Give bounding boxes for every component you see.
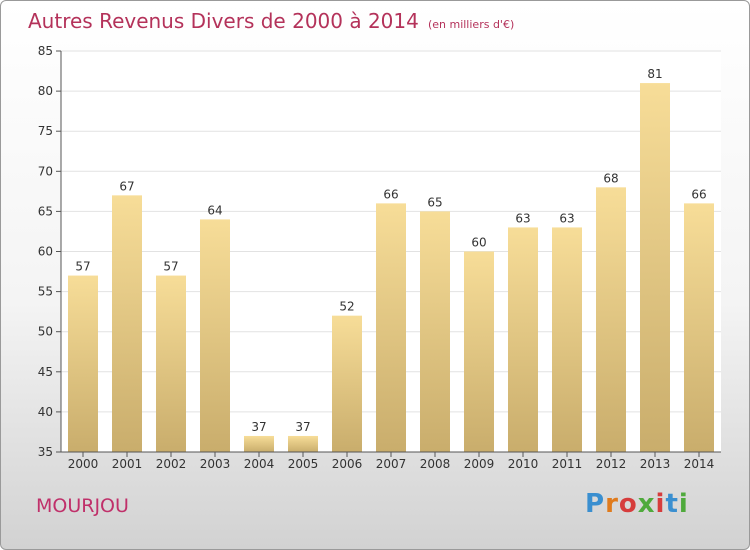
chart-title-line: Autres Revenus Divers de 2000 à 2014 (en… [28, 9, 514, 33]
x-tick-label: 2007 [376, 457, 407, 471]
data-label: 63 [515, 211, 530, 225]
bar [420, 211, 450, 452]
y-tick-label: 50 [38, 325, 53, 339]
bars [68, 83, 714, 453]
data-label: 65 [427, 195, 442, 209]
x-tick-label: 2009 [464, 457, 495, 471]
bar [508, 227, 538, 452]
y-tick-label: 40 [38, 405, 53, 419]
x-tick-label: 2012 [596, 457, 627, 471]
data-label: 63 [559, 211, 574, 225]
bar [376, 203, 406, 452]
x-tick-label: 2010 [508, 457, 539, 471]
data-label: 52 [339, 300, 354, 314]
x-tick-label: 2006 [332, 457, 363, 471]
data-label: 67 [119, 179, 134, 193]
bar [684, 203, 714, 452]
commune-name: MOURJOU [36, 495, 129, 517]
x-tick-label: 2005 [288, 457, 319, 471]
data-label: 60 [471, 236, 486, 250]
data-label: 37 [251, 420, 266, 434]
x-tick-label: 2014 [684, 457, 715, 471]
y-tick-label: 80 [38, 84, 53, 98]
y-tick-label: 65 [38, 204, 53, 218]
bar [596, 187, 626, 452]
x-tick-label: 2002 [156, 457, 187, 471]
x-tick-label: 2003 [200, 457, 231, 471]
data-label: 66 [691, 187, 706, 201]
data-label: 68 [603, 171, 618, 185]
data-label: 64 [207, 203, 222, 217]
data-label: 57 [163, 260, 178, 274]
y-tick-label: 85 [38, 44, 53, 58]
data-label: 81 [647, 67, 662, 81]
x-tick-label: 2004 [244, 457, 275, 471]
y-tick-label: 55 [38, 285, 53, 299]
y-tick-label: 70 [38, 164, 53, 178]
bar [464, 251, 494, 452]
chart-subtitle: (en milliers d'€) [427, 18, 515, 31]
bar [112, 195, 142, 453]
bar [156, 275, 186, 452]
bar [244, 435, 274, 452]
bar [552, 227, 582, 452]
chart-title: Autres Revenus Divers de 2000 à 2014 [28, 9, 419, 33]
bar [68, 275, 98, 452]
x-tick-label: 2008 [420, 457, 451, 471]
x-tick-label: 2001 [112, 457, 143, 471]
y-tick-label: 35 [38, 445, 53, 459]
bar [640, 83, 670, 452]
x-tick-label: 2000 [68, 457, 99, 471]
y-tick-label: 75 [38, 124, 53, 138]
bar [332, 315, 362, 452]
axes: 35 40 45 50 55 60 65 70 75 80 85 2000 2001 2002 2003 20… [38, 44, 721, 471]
proxiti-logo: Proxiti [585, 489, 689, 519]
data-label: 66 [383, 187, 398, 201]
x-tick-label: 2011 [552, 457, 583, 471]
bar [288, 435, 318, 452]
x-tick-label: 2013 [640, 457, 671, 471]
data-label: 37 [295, 420, 310, 434]
y-tick-label: 45 [38, 365, 53, 379]
data-labels: 57 67 57 64 37 37 52 66 65 60 63 63 68 81 66 [75, 67, 706, 434]
y-tick-label: 60 [38, 245, 53, 259]
bar [200, 219, 230, 452]
data-label: 57 [75, 260, 90, 274]
